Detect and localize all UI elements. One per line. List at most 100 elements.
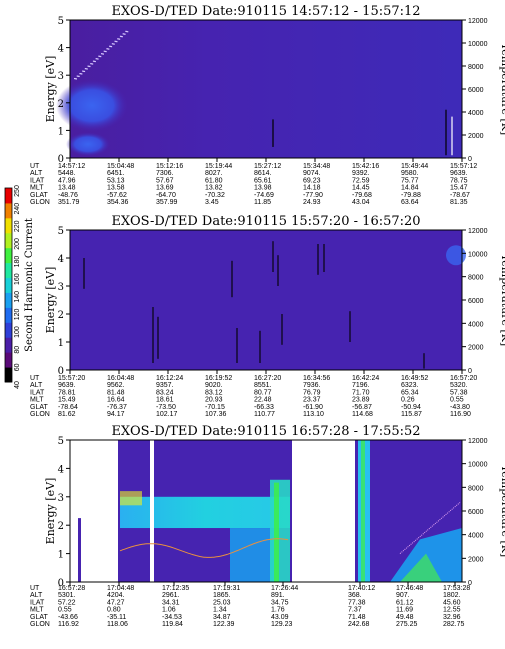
colorbar-segment	[5, 277, 12, 293]
orbit-table-cell: 45.60	[443, 599, 461, 606]
orbit-table-cell: 78.75	[450, 177, 468, 184]
temperature-point	[116, 41, 118, 43]
orbit-table-cell: 1.76	[271, 607, 285, 614]
orbit-table-cell: 15:19:44	[205, 163, 232, 170]
orbit-row-label: ALT	[30, 170, 43, 177]
low-energy-enhancement	[66, 132, 110, 157]
green-wedge	[400, 553, 442, 582]
orbit-table-cell: 891.	[271, 592, 285, 599]
orbit-table-cell: 15:49:44	[401, 163, 428, 170]
orbit-table-cell: 71.48	[348, 614, 366, 621]
y2-axis-label: Temperature [K]	[499, 43, 505, 135]
orbit-row-label: UT	[30, 375, 40, 382]
temperature-point	[126, 30, 128, 33]
y2-tick-label: 6000	[468, 87, 484, 94]
colorbar-segment	[5, 352, 12, 368]
orbit-table-cell: 242.68	[348, 621, 370, 628]
orbit-table-cell: 15:34:48	[303, 163, 330, 170]
y2-tick-label: 0	[468, 368, 472, 375]
temperature-point	[103, 50, 105, 52]
orbit-table-cell: -43.66	[58, 614, 78, 621]
orbit-table-cell: 14.45	[352, 185, 370, 192]
orbit-table-cell: 9392.	[352, 170, 370, 177]
temperature-point	[110, 45, 112, 48]
y-axis-label: Energy [eV]	[44, 56, 57, 123]
colorbar-segment	[5, 217, 12, 234]
orbit-table-cell: -74.69	[254, 192, 274, 199]
y-tick-label: 2	[58, 310, 64, 321]
orbit-table-cell: 368.	[348, 592, 362, 599]
orbit-table-cell: 43.09	[271, 614, 289, 621]
orbit-table-cell: 23.89	[352, 397, 370, 404]
orbit-table-cell: 1.06	[162, 607, 176, 614]
orbit-table-cell: 69.23	[303, 177, 321, 184]
temperature-point	[104, 50, 106, 53]
cyan-band	[120, 496, 290, 529]
y-tick-label: 0	[58, 578, 64, 589]
orbit-row-label: GLAT	[30, 404, 48, 411]
orbit-table-cell: 119.84	[162, 621, 183, 628]
orbit-table-cell: 357.99	[156, 199, 178, 206]
orbit-table-cell: 16:42:24	[352, 375, 379, 382]
orbit-row-label: GLAT	[30, 614, 48, 621]
orbit-table-cell: -70.15	[205, 404, 225, 411]
orbit-table-cell: 11.85	[254, 199, 271, 206]
temperature-point	[88, 65, 90, 67]
y2-axis-label: Temperature [K]	[499, 254, 505, 346]
data-gap	[70, 440, 80, 582]
orbit-table-cell: 76.79	[303, 389, 321, 396]
orbit-table-cell: 23.37	[303, 397, 321, 404]
orbit-table-cell: 9580.	[401, 170, 419, 177]
orbit-table-cell: 20.93	[205, 397, 223, 404]
orbit-table-cell: 1.34	[213, 607, 227, 614]
orbit-table-cell: 17:46:48	[396, 585, 423, 592]
y2-tick-label: 4000	[468, 533, 484, 540]
chart-title: EXOS-D/TED Date:910115 14:57:12 - 15:57:…	[111, 4, 420, 19]
temperature-point	[97, 58, 99, 60]
orbit-row-label: ILAT	[30, 389, 45, 396]
orbit-table-cell: 14:57:12	[58, 163, 85, 170]
y2-tick-label: 4000	[468, 110, 484, 117]
orbit-table-cell: -43.80	[450, 404, 470, 411]
orbit-table-cell: -70.32	[205, 192, 225, 199]
orbit-table-cell: 5320.	[450, 382, 468, 389]
temperature-point	[109, 45, 111, 47]
spectrogram-background	[70, 20, 462, 158]
orbit-table-cell: 116.90	[450, 411, 471, 418]
y-tick-label: 2	[58, 521, 64, 532]
orbit-table-cell: 77.38	[348, 599, 366, 606]
orbit-table-cell: 65.61	[254, 177, 272, 184]
orbit-table-cell: 3.45	[205, 199, 219, 206]
orbit-row-label: ALT	[30, 382, 43, 389]
orbit-table-cell: 78.81	[58, 389, 76, 396]
orbit-table-cell: 129.23	[271, 621, 293, 628]
y-tick-label: 3	[58, 282, 64, 293]
orbit-table-cell: 12.55	[443, 607, 461, 614]
orbit-table-cell: 115.87	[401, 411, 422, 418]
orbit-table-cell: 34.31	[162, 599, 180, 606]
orbit-table-cell: 1865.	[213, 592, 231, 599]
colorbar-tick-label: 60	[14, 363, 21, 371]
colorbar-tick-label: 80	[14, 346, 21, 354]
orbit-table-cell: 61.80	[205, 177, 223, 184]
orbit-table-cell: 34.75	[271, 599, 289, 606]
yellow-band	[120, 491, 142, 506]
colorbar-segment	[5, 232, 12, 249]
orbit-table-cell: 61.12	[396, 599, 414, 606]
y2-tick-label: 2000	[468, 133, 484, 140]
orbit-table-cell: 13.82	[205, 185, 223, 192]
temperature-point	[79, 72, 81, 75]
orbit-table-cell: -61.90	[303, 404, 323, 411]
orbit-table-cell: 17:04:48	[107, 585, 134, 592]
y2-tick-label: 12000	[468, 228, 488, 235]
y2-tick-label: 6000	[468, 509, 484, 516]
orbit-table-cell: 5301.	[58, 592, 76, 599]
temperature-point	[83, 70, 86, 73]
orbit-table-cell: 7306.	[156, 170, 174, 177]
orbit-table-cell: -48.76	[58, 192, 78, 199]
orbit-table-cell: 0.55	[58, 607, 72, 614]
orbit-table-cell: 81.48	[107, 389, 125, 396]
colorbar-segment	[5, 247, 12, 264]
temperature-point	[82, 70, 84, 72]
orbit-table-cell: -50.94	[401, 404, 421, 411]
